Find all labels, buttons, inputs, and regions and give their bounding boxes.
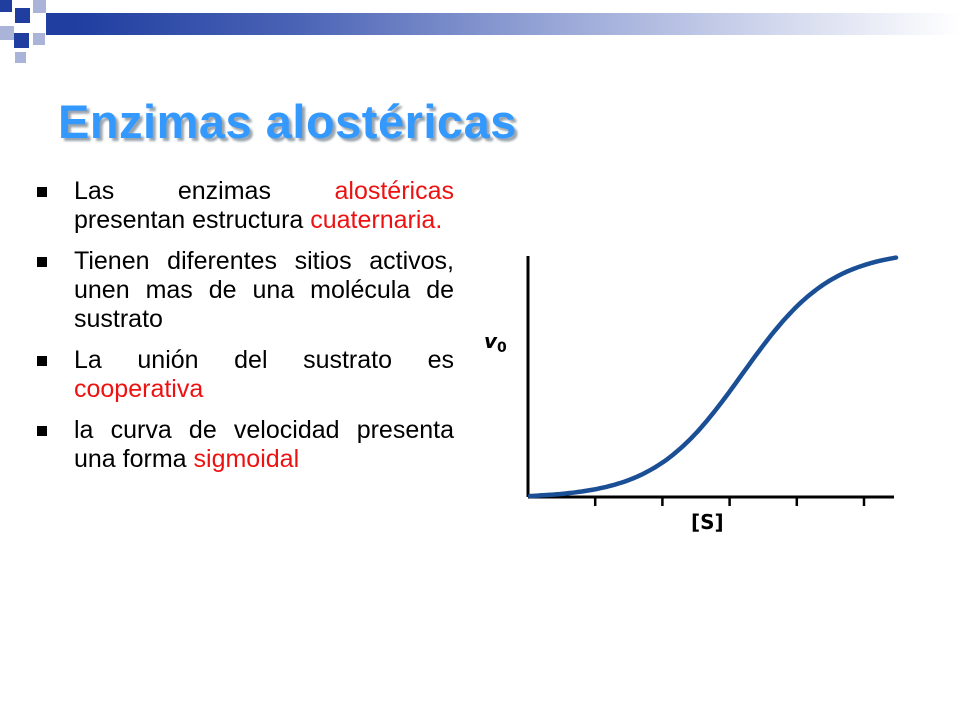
bullet-list: Las enzimas alostéricas presentan estruc… <box>34 177 454 486</box>
bullet-square-icon <box>37 257 47 267</box>
highlighted-term: cooperativa <box>74 375 204 403</box>
corner-square <box>0 0 12 12</box>
slide-title: Enzimas alostéricas <box>58 95 517 148</box>
bullet-text: presentan estructura <box>74 206 311 234</box>
bullet-text: Las enzimas <box>74 177 335 205</box>
bullet-square-icon <box>37 426 47 436</box>
sigmoid-velocity-chart: v0 [S] <box>484 255 899 534</box>
x-axis-label: [S] <box>691 510 724 534</box>
highlighted-term: cuaternaria. <box>310 206 443 234</box>
bullet-square-icon <box>37 187 47 197</box>
corner-square <box>33 33 45 45</box>
header-gradient-bar <box>75 13 960 35</box>
corner-square <box>33 0 46 13</box>
bullet-text: la curva de velocidad presenta una forma <box>74 416 454 473</box>
highlighted-term: alostéricas <box>334 177 455 205</box>
bullet-item: Tienen diferentes sitios activos, unen m… <box>34 247 454 334</box>
sigmoid-curve <box>527 255 899 499</box>
corner-square <box>14 33 29 48</box>
highlighted-term: sigmoidal <box>193 445 300 473</box>
bullet-item: Las enzimas alostéricas presentan estruc… <box>34 177 454 235</box>
x-axis-ticks <box>593 497 866 506</box>
corner-square <box>46 13 75 35</box>
bullet-text: Tienen diferentes sitios activos, unen m… <box>74 247 454 333</box>
bullet-item: La unión del sustrato es cooperativa <box>34 346 454 404</box>
corner-square <box>0 26 14 40</box>
bullet-square-icon <box>37 356 47 366</box>
bullet-item: la curva de velocidad presenta una forma… <box>34 416 454 474</box>
bullet-text: La unión del sustrato es <box>74 346 454 374</box>
y-axis-label: v0 <box>484 329 507 356</box>
corner-square <box>15 52 26 63</box>
corner-square <box>15 8 30 23</box>
